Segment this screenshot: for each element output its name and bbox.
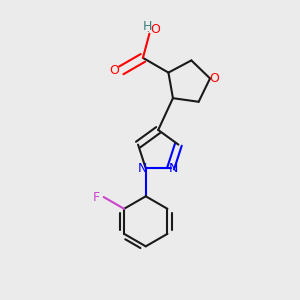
- Text: ·: ·: [147, 28, 149, 38]
- Text: N: N: [169, 162, 178, 175]
- Text: F: F: [93, 190, 100, 203]
- Text: O: O: [150, 23, 160, 36]
- Text: N: N: [138, 162, 148, 175]
- Text: H: H: [143, 20, 153, 33]
- Text: O: O: [109, 64, 119, 77]
- Text: O: O: [209, 72, 219, 85]
